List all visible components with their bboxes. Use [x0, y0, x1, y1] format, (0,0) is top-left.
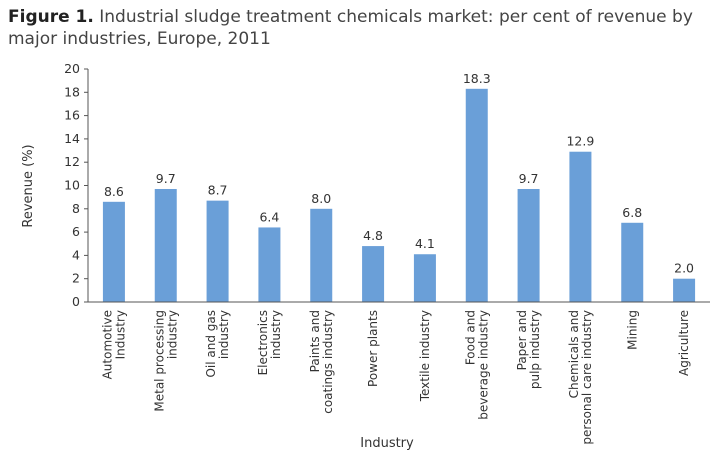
bar — [310, 208, 333, 302]
bar-value-label: 18.3 — [463, 71, 491, 86]
y-tick-label: 16 — [64, 108, 80, 123]
y-tick-label: 14 — [64, 131, 80, 146]
bar — [465, 88, 488, 303]
bar — [154, 188, 177, 302]
y-tick-label: 8 — [72, 201, 80, 216]
bar — [362, 246, 385, 302]
bar — [569, 151, 592, 302]
x-tick-label: Metal processingindustry — [152, 310, 179, 412]
x-tick-label: Oil and gasindustry — [204, 310, 231, 378]
x-tick-label: Paints andcoatings industry — [308, 310, 335, 414]
x-axis: AutomotiveIndustry Metal processingindust… — [88, 301, 710, 445]
y-tick-label: 2 — [72, 271, 80, 286]
bar — [258, 227, 281, 302]
bar — [517, 188, 540, 302]
bar-value-label: 8.0 — [311, 191, 331, 206]
bar-value-label: 12.9 — [566, 134, 594, 149]
x-tick-label: Electronicsindustry — [256, 310, 283, 375]
bar — [621, 222, 644, 302]
bar-value-label: 9.7 — [156, 171, 176, 186]
y-axis-label: Revenue (%) — [21, 144, 36, 227]
figure-label: Figure 1. — [8, 7, 94, 27]
y-tick-label: 6 — [72, 224, 80, 239]
figure-caption: Figure 1. Industrial sludge treatment ch… — [8, 6, 708, 50]
bar — [413, 254, 436, 302]
bars: 8.6 9.7 8.7 6.4 8.0 4.8 4.1 18.3 9.7 12.9 6.8 2.0 — [102, 71, 696, 303]
bar-value-label: 8.6 — [104, 184, 124, 199]
x-tick-label: Textile industry — [418, 310, 432, 402]
y-axis: 0 2 4 6 8 10 12 14 16 18 20 — [64, 61, 89, 309]
y-tick-label: 20 — [64, 61, 80, 76]
bar — [102, 201, 125, 302]
bar — [206, 200, 229, 302]
x-tick-label: Power plants — [366, 310, 380, 387]
bar-value-label: 8.7 — [208, 183, 228, 198]
y-tick-label: 18 — [64, 84, 80, 99]
y-tick-label: 10 — [64, 178, 80, 193]
figure-title: Industrial sludge treatment chemicals ma… — [8, 7, 693, 49]
bar-value-label: 6.4 — [259, 209, 279, 224]
x-tick-label: AutomotiveIndustry — [100, 310, 127, 379]
x-tick-label: Mining — [625, 310, 639, 350]
x-tick-label: Chemicals andpersonal care industry — [567, 310, 594, 445]
x-tick-label: Paper andpulp industry — [515, 310, 542, 389]
bar-value-label: 4.8 — [363, 228, 383, 243]
x-tick-label: Food andbeverage industry — [463, 310, 490, 420]
bar-value-label: 4.1 — [415, 236, 435, 251]
bar-value-label: 9.7 — [519, 171, 539, 186]
y-tick-label: 12 — [64, 154, 80, 169]
y-tick-label: 0 — [72, 294, 80, 309]
y-tick-label: 4 — [72, 247, 80, 262]
bar-value-label: 2.0 — [674, 261, 694, 276]
bar — [673, 278, 696, 302]
x-tick-label: Agriculture — [677, 310, 691, 376]
bar-value-label: 6.8 — [622, 205, 642, 220]
x-axis-label: Industry — [360, 436, 414, 451]
